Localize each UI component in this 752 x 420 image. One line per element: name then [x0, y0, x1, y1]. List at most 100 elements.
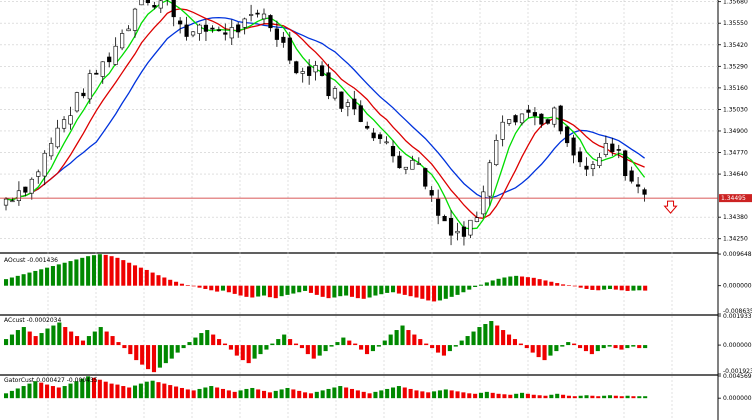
histogram-bar — [391, 387, 396, 399]
indicator-tick-label: 0.004569 — [723, 373, 752, 380]
histogram-bar — [110, 336, 115, 346]
histogram-bar — [175, 345, 180, 353]
histogram-bar — [203, 285, 208, 289]
histogram-bar — [537, 395, 542, 399]
candle — [229, 27, 234, 39]
histogram-bar — [572, 285, 577, 287]
candle — [397, 155, 402, 169]
candle — [358, 105, 363, 122]
histogram-bar — [238, 390, 243, 399]
histogram-bar — [97, 379, 102, 399]
candle — [42, 152, 47, 177]
ao-panel[interactable] — [4, 254, 648, 302]
histogram-bar — [555, 393, 560, 399]
histogram-bar — [109, 256, 114, 286]
histogram-bar — [329, 345, 334, 347]
histogram-bar — [232, 391, 237, 399]
histogram-bar — [385, 388, 390, 399]
histogram-bar — [215, 285, 220, 292]
histogram-bar — [461, 285, 466, 293]
histogram-bar — [156, 275, 161, 286]
histogram-bar — [537, 279, 542, 286]
histogram-bar — [631, 396, 636, 399]
histogram-bar — [379, 285, 384, 295]
histogram-bar — [314, 391, 319, 399]
histogram-bar — [21, 327, 26, 346]
histogram-bar — [543, 280, 548, 286]
histogram-bar — [332, 387, 337, 399]
histogram-bar — [128, 345, 133, 355]
candle — [287, 37, 292, 61]
histogram-bar — [590, 395, 595, 399]
price-tick-label: 1.34250 — [723, 236, 748, 243]
histogram-bar — [205, 330, 210, 346]
histogram-bar — [270, 343, 275, 346]
histogram-bar — [115, 257, 120, 286]
candle — [36, 171, 41, 177]
histogram-bar — [151, 345, 157, 373]
histogram-bar — [162, 383, 167, 399]
candle — [255, 12, 260, 15]
histogram-bar — [637, 396, 642, 399]
candle — [455, 230, 460, 234]
candle — [268, 15, 273, 29]
candle — [242, 18, 247, 28]
histogram-bar — [326, 285, 331, 299]
candle — [87, 73, 92, 100]
sell-arrow-icon — [663, 200, 678, 214]
ac-panel[interactable] — [4, 321, 648, 373]
histogram-bar — [50, 266, 55, 286]
histogram-bar — [39, 269, 44, 286]
histogram-bar — [347, 340, 352, 346]
histogram-bar — [9, 277, 14, 286]
histogram-bar — [134, 345, 139, 361]
histogram-bar — [443, 389, 448, 399]
gator-panel-label: GatorCust 0.000427 -0.000435 — [4, 377, 98, 384]
histogram-bar — [97, 254, 102, 286]
histogram-bar — [181, 345, 186, 349]
histogram-bar — [138, 383, 143, 399]
candle — [332, 88, 338, 99]
histogram-bar — [220, 388, 226, 399]
candle — [629, 170, 634, 182]
gator-panel[interactable] — [4, 376, 648, 399]
histogram-bar — [291, 389, 296, 399]
candle — [223, 32, 228, 35]
histogram-bar — [21, 274, 26, 286]
histogram-bar — [349, 388, 355, 399]
histogram-bar — [150, 272, 155, 286]
histogram-bar — [566, 342, 571, 346]
histogram-bar — [643, 285, 648, 291]
histogram-bar — [45, 328, 50, 346]
histogram-bar — [27, 383, 32, 399]
price-panel[interactable] — [0, 0, 718, 246]
candle — [494, 140, 499, 166]
histogram-bar — [619, 285, 624, 291]
histogram-bar — [264, 345, 269, 350]
candle — [352, 98, 357, 110]
histogram-bar — [625, 285, 630, 291]
histogram-bar — [246, 345, 251, 364]
histogram-bar — [338, 285, 343, 297]
histogram-bar — [453, 345, 458, 347]
ac-panel-label: ACcust -0.0002034 — [4, 317, 61, 324]
histogram-bar — [367, 285, 372, 298]
histogram-bar — [179, 387, 184, 399]
histogram-bar — [279, 389, 284, 399]
candle — [210, 27, 215, 30]
histogram-bar — [619, 345, 624, 350]
histogram-bar — [490, 392, 495, 399]
histogram-bar — [542, 345, 547, 361]
price-axis[interactable]: 1.358101.356801.355501.354201.352901.351… — [718, 0, 752, 402]
histogram-bar — [86, 336, 91, 346]
histogram-bar — [477, 327, 482, 346]
price-tick-label: 1.34900 — [723, 128, 748, 135]
histogram-bar — [388, 334, 393, 346]
histogram-bar — [408, 285, 413, 297]
histogram-bar — [619, 396, 624, 399]
histogram-bar — [140, 345, 145, 365]
candle — [158, 0, 163, 9]
candle — [319, 65, 325, 76]
candle — [68, 115, 73, 125]
candle — [558, 105, 563, 132]
